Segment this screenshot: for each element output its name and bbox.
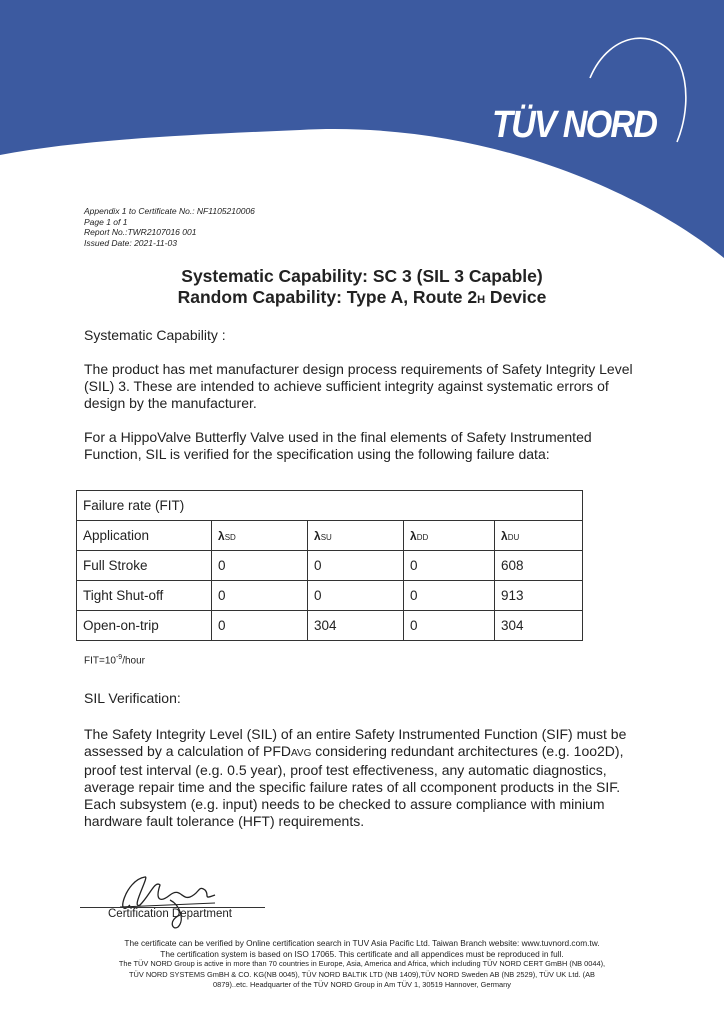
report-line: Report No.:TWR2107016 001 bbox=[84, 227, 197, 237]
cell-value: 304 bbox=[307, 610, 404, 641]
cell-value: 304 bbox=[494, 610, 583, 641]
certificate-meta: Appendix 1 to Certificate No.: NF1105210… bbox=[84, 206, 255, 248]
title-line-2: Random Capability: Type A, Route 2H Devi… bbox=[0, 287, 724, 311]
cell-application: Tight Shut-off bbox=[76, 580, 212, 611]
signature bbox=[119, 876, 216, 929]
cell-value: 0 bbox=[403, 610, 495, 641]
tuv-nord-logo: TÜV NORD bbox=[492, 104, 658, 146]
footer-line: TÜV NORD SYSTEMS GmBH & CO. KG(NB 0045),… bbox=[128, 969, 595, 979]
page-line: Page 1 of 1 bbox=[84, 216, 128, 227]
cell-value: 0 bbox=[403, 580, 495, 611]
footer-line: The certification system is based on ISO… bbox=[160, 948, 564, 959]
header-lambda-du: λDU bbox=[494, 520, 583, 551]
appendix-line: Appendix 1 to Certificate No.: NF1105210… bbox=[84, 206, 255, 216]
issued-date: Issued Date: 2021-11-03 bbox=[84, 237, 177, 248]
cell-application: Full Stroke bbox=[76, 550, 212, 581]
signature-line bbox=[80, 907, 265, 908]
table-row: Open-on-trip 0 304 0 304 bbox=[76, 610, 583, 641]
cell-value: 0 bbox=[211, 580, 308, 611]
title-line-2-end: Device bbox=[485, 287, 547, 307]
table-row: Tight Shut-off 0 0 0 913 bbox=[76, 580, 583, 611]
sil-heading: SIL Verification: bbox=[84, 690, 181, 706]
systematic-para-2: For a HippoValve Butterfly Valve used in… bbox=[84, 429, 592, 462]
title-line-2-sub: H bbox=[477, 294, 486, 306]
title-line-2-main: Random Capability: Type A, Route 2 bbox=[177, 287, 478, 307]
systematic-heading: Systematic Capability : bbox=[84, 327, 226, 343]
footer-line: The TÜV NORD Group is active in more tha… bbox=[118, 959, 606, 968]
footer-line: The certificate can be verified by Onlin… bbox=[124, 938, 600, 948]
fit-note: FIT=10-9/hour bbox=[84, 654, 145, 667]
cell-value: 608 bbox=[494, 550, 583, 581]
footer-line: 0879)..etc. Headquarter of the TÜV NORD … bbox=[213, 980, 511, 989]
table-row: Full Stroke 0 0 0 608 bbox=[76, 550, 583, 581]
cell-application: Open-on-trip bbox=[76, 610, 212, 641]
sil-paragraph: The Safety Integrity Level (SIL) of an e… bbox=[84, 726, 627, 829]
page-title: Systematic Capability: SC 3 (SIL 3 Capab… bbox=[0, 266, 724, 311]
title-line-1: Systematic Capability: SC 3 (SIL 3 Capab… bbox=[181, 266, 543, 286]
cell-value: 913 bbox=[494, 580, 583, 611]
table-header-row: Application λSD λSU λDD λDU bbox=[76, 520, 583, 551]
cell-value: 0 bbox=[307, 580, 404, 611]
header-application: Application bbox=[76, 520, 212, 551]
failure-rate-table: Failure rate (FIT) Application λSD λSU λ… bbox=[76, 490, 583, 641]
systematic-para-1: The product has met manufacturer design … bbox=[84, 361, 633, 411]
header-lambda-sd: λSD bbox=[211, 520, 308, 551]
table-caption: Failure rate (FIT) bbox=[76, 490, 583, 521]
cell-value: 0 bbox=[211, 550, 308, 581]
logo-arc bbox=[589, 37, 687, 143]
footer: The certificate can be verified by Onlin… bbox=[0, 938, 724, 991]
header-lambda-dd: λDD bbox=[403, 520, 495, 551]
cell-value: 0 bbox=[211, 610, 308, 641]
header-lambda-su: λSU bbox=[307, 520, 404, 551]
cell-value: 0 bbox=[307, 550, 404, 581]
header-blue-band bbox=[0, 0, 724, 258]
cell-value: 0 bbox=[403, 550, 495, 581]
signature-label: Certification Department bbox=[108, 908, 232, 920]
